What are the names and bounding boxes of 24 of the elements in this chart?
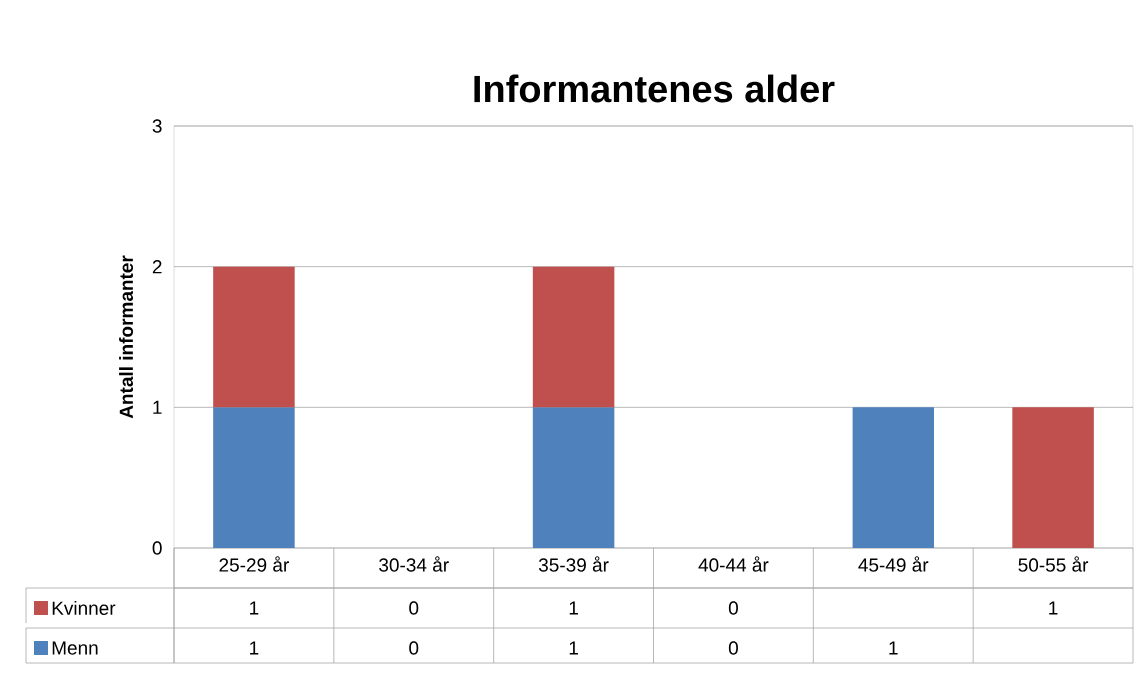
y-axis-title: Antall informanter (119, 255, 134, 419)
legend-label: Menn (52, 641, 98, 655)
x-tick-label: 25-29 år (219, 556, 289, 572)
data-label: 1 (250, 641, 259, 655)
y-tick-label: 0 (152, 541, 162, 555)
x-tick-label: 45-49 år (858, 556, 929, 572)
data-label: 0 (409, 641, 419, 655)
data-label: 0 (728, 641, 738, 655)
x-tick-label: 40-44 år (698, 556, 769, 572)
chart-title: Informantenes alder (474, 74, 835, 103)
y-tick-label: 3 (152, 119, 162, 133)
data-label: 1 (1049, 601, 1058, 615)
data-label: 1 (889, 641, 898, 655)
x-tick-label: 35-39 år (538, 556, 609, 572)
legend-label: Kvinner (52, 601, 116, 615)
x-tick-label: 30-34 år (379, 556, 449, 572)
y-tick-label: 1 (153, 400, 162, 414)
data-label: 1 (250, 601, 259, 615)
y-tick-label: 2 (152, 260, 162, 274)
data-label: 1 (569, 641, 578, 655)
data-label: 0 (409, 601, 419, 615)
data-label: 0 (728, 601, 738, 615)
x-tick-label: 50-55 år (1018, 556, 1089, 572)
data-label: 1 (569, 601, 578, 615)
